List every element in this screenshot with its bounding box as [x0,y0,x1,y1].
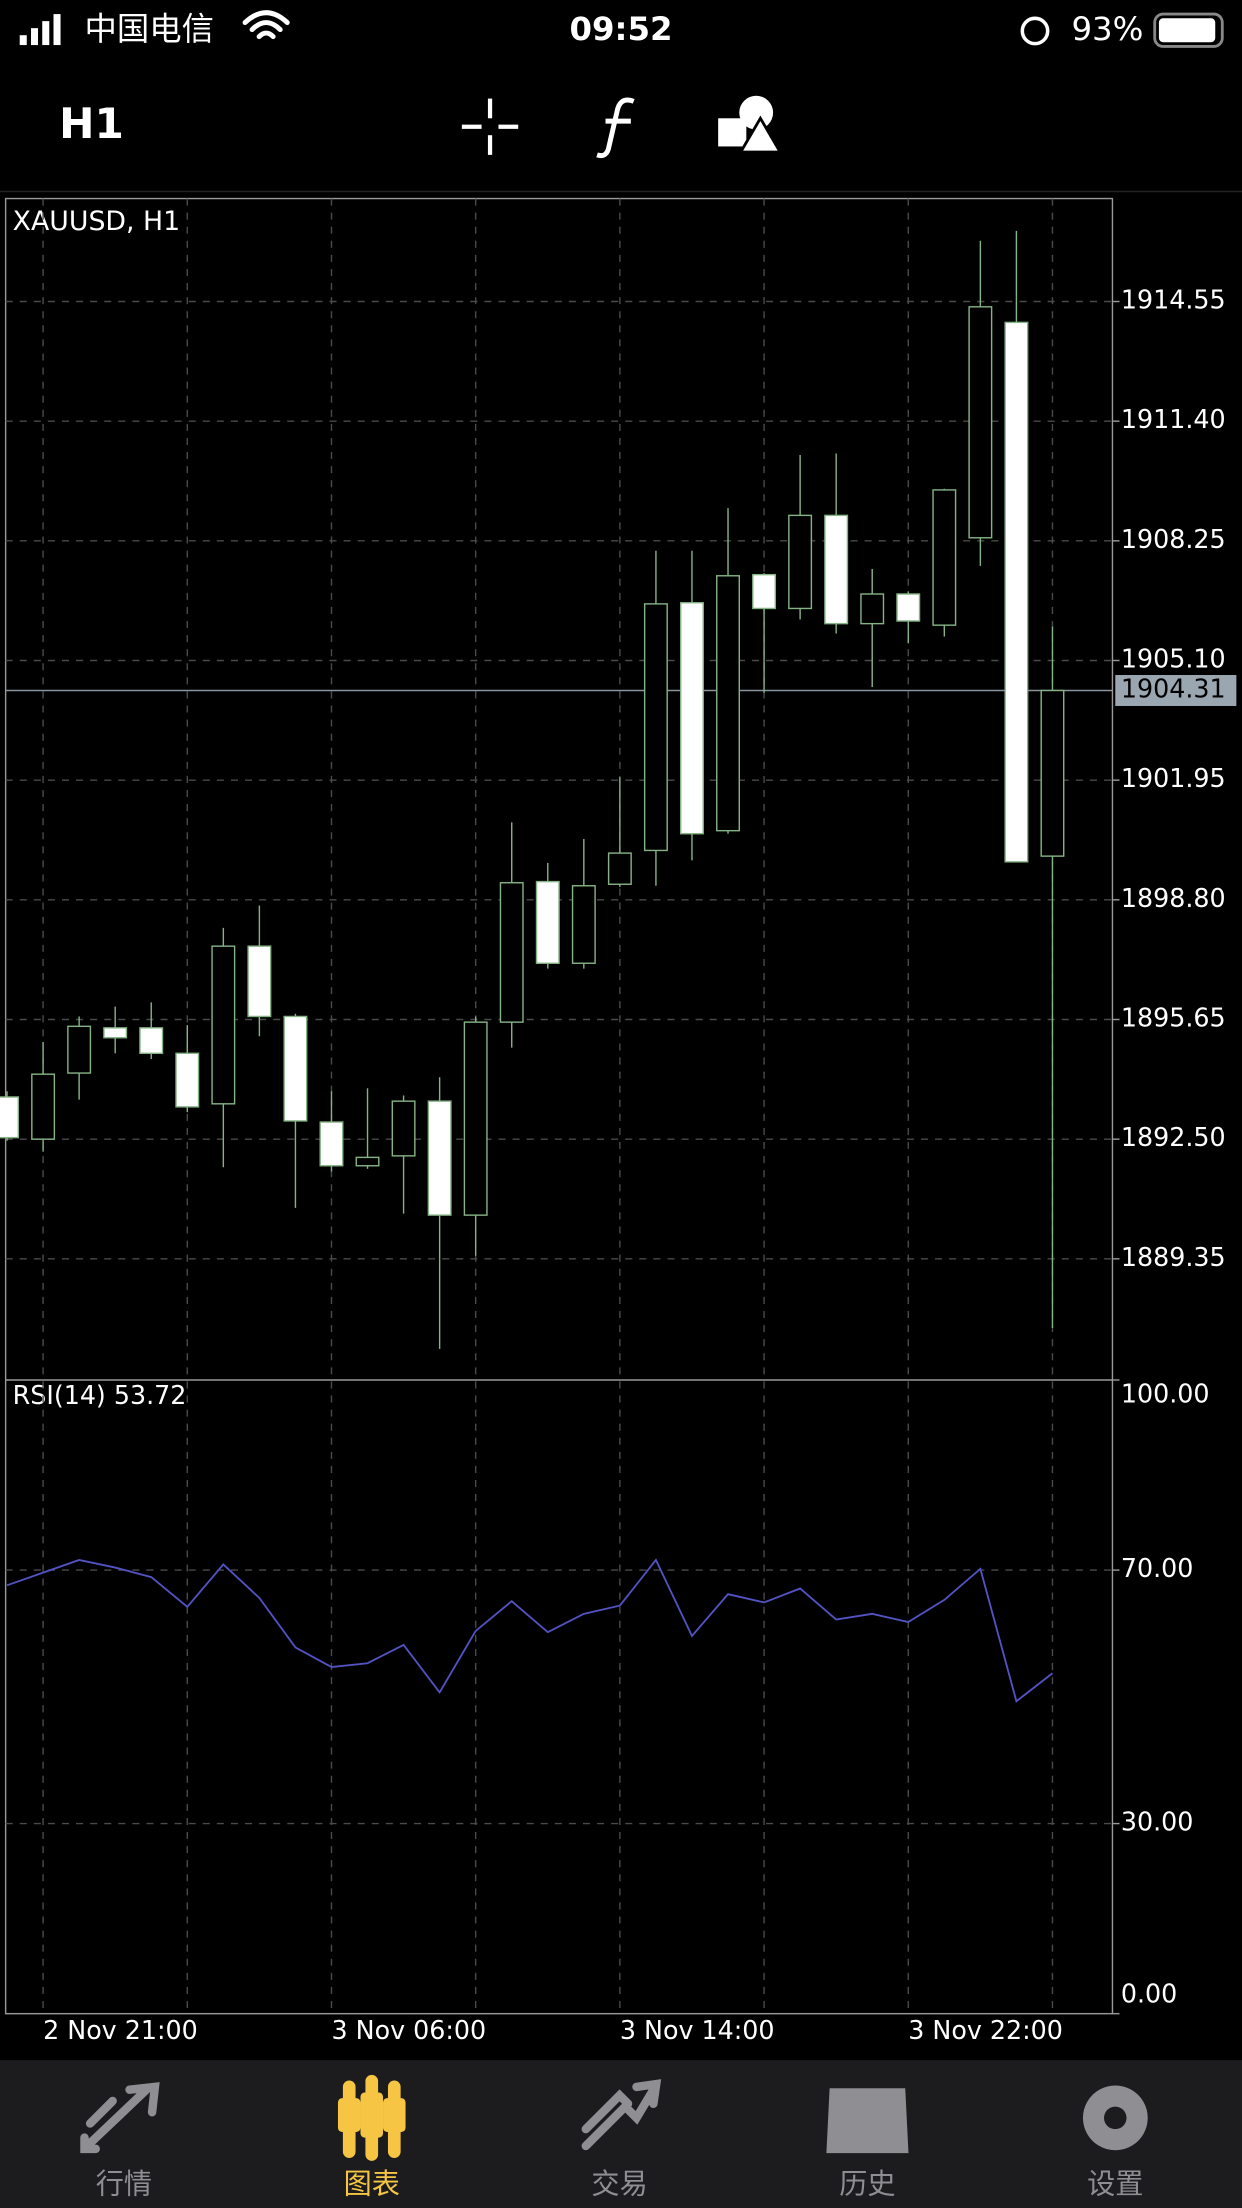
candle-body [680,602,704,835]
chart-title: XAUUSD, H1 [13,206,181,237]
candle-body [716,575,740,832]
indicator-title: RSI(14) 53.72 [13,1380,187,1410]
current-price-label: 1904.31 [1121,674,1226,704]
tab[interactable]: 历史 [826,2088,909,2201]
candle-body [175,1052,200,1108]
candle-body [752,573,777,610]
candle-body [283,1015,308,1122]
tab-icon [80,2082,160,2154]
tab-label: 交易 [591,2167,647,2200]
tab[interactable]: 图表 [337,2074,406,2200]
y-tick-label: 1911.40 [1121,404,1226,434]
candle-body [896,593,921,622]
tab-label: 设置 [1087,2167,1143,2200]
battery-percent: 93% [1071,10,1143,48]
x-tick-label: 2 Nov 21:00 [43,2015,198,2045]
rsi-line [6,1558,1054,1703]
candle-body [643,603,668,852]
y-tick-label: 1905.10 [1121,643,1226,673]
status-bar: 中国电信 09:52 93% [19,10,1224,48]
candle-body [355,1156,380,1167]
candle-body [391,1100,416,1157]
x-tick-label: 3 Nov 06:00 [331,2015,486,2045]
y-tick-label: 1892.50 [1121,1122,1226,1152]
y-tick-label: 1889.35 [1121,1242,1226,1272]
tab-label: 行情 [96,2167,152,2200]
indicators-button[interactable] [596,97,635,159]
tab-label: 历史 [839,2167,895,2200]
candle-body [788,514,813,610]
y-tick-label: 1914.55 [1121,285,1226,315]
current-price-box [1115,675,1237,706]
tab-icon [581,2079,662,2151]
tab-icon-hole [1104,2106,1127,2130]
tab-label: 图表 [344,2167,400,2200]
battery-frame [1153,12,1224,48]
candle-body [968,306,993,539]
candle-body [139,1027,164,1055]
candle-body [1040,689,1065,857]
battery-level [1158,18,1216,43]
y-tick-label: 1908.25 [1121,524,1226,554]
candle-body [499,882,524,1023]
x-tick-label: 3 Nov 14:00 [620,2015,775,2045]
y-tick-label: 1901.95 [1121,763,1226,793]
signal-bar [30,28,39,46]
rsi-tick-label: 30.00 [1121,1807,1194,1837]
candle-body [67,1025,92,1074]
rotation-lock-icon [1020,16,1050,46]
tab-bar [0,2060,1242,2208]
candle-body [463,1021,488,1216]
rsi-tick-label: 70.00 [1121,1553,1194,1583]
signal-bar [19,35,27,46]
clock: 09:52 [569,10,672,48]
carrier: 中国电信 [84,10,214,48]
toolbar: H1 [0,95,1242,193]
candle-body [607,852,632,885]
candle-body [31,1073,56,1140]
tab-icon-body [383,2098,406,2132]
candle-body [1004,321,1029,863]
tab[interactable]: 行情 [80,2082,160,2201]
rsi-tick-label: 0.00 [1121,1978,1177,2008]
y-tick-label: 1898.80 [1121,883,1226,913]
signal-bar [53,14,61,46]
crosshair-button[interactable] [461,98,519,155]
candle-body [571,885,596,964]
wifi-icon [242,10,290,40]
candle-body [319,1121,344,1167]
candle-body [860,593,885,625]
rsi-tick-label: 100.00 [1121,1378,1210,1408]
candle-body [932,489,957,626]
objects-button[interactable] [718,95,783,154]
tab-icon-body [337,2098,361,2132]
candle-body [0,1096,20,1139]
candle-body [103,1027,128,1039]
signal-bar [42,21,50,46]
tab-icon [826,2088,909,2154]
candle-body [824,514,849,625]
tab[interactable]: 交易 [581,2079,662,2200]
candle-body [247,945,272,1018]
timeframe-button[interactable]: H1 [59,99,124,148]
x-tick-label: 3 Nov 22:00 [908,2015,1063,2045]
candle-body [427,1100,452,1216]
y-tick-label: 1895.65 [1121,1002,1226,1032]
tab-icon-body [360,2092,384,2138]
candle-body [535,880,560,964]
tab[interactable]: 设置 [1082,2085,1148,2201]
candle-body [211,945,236,1105]
